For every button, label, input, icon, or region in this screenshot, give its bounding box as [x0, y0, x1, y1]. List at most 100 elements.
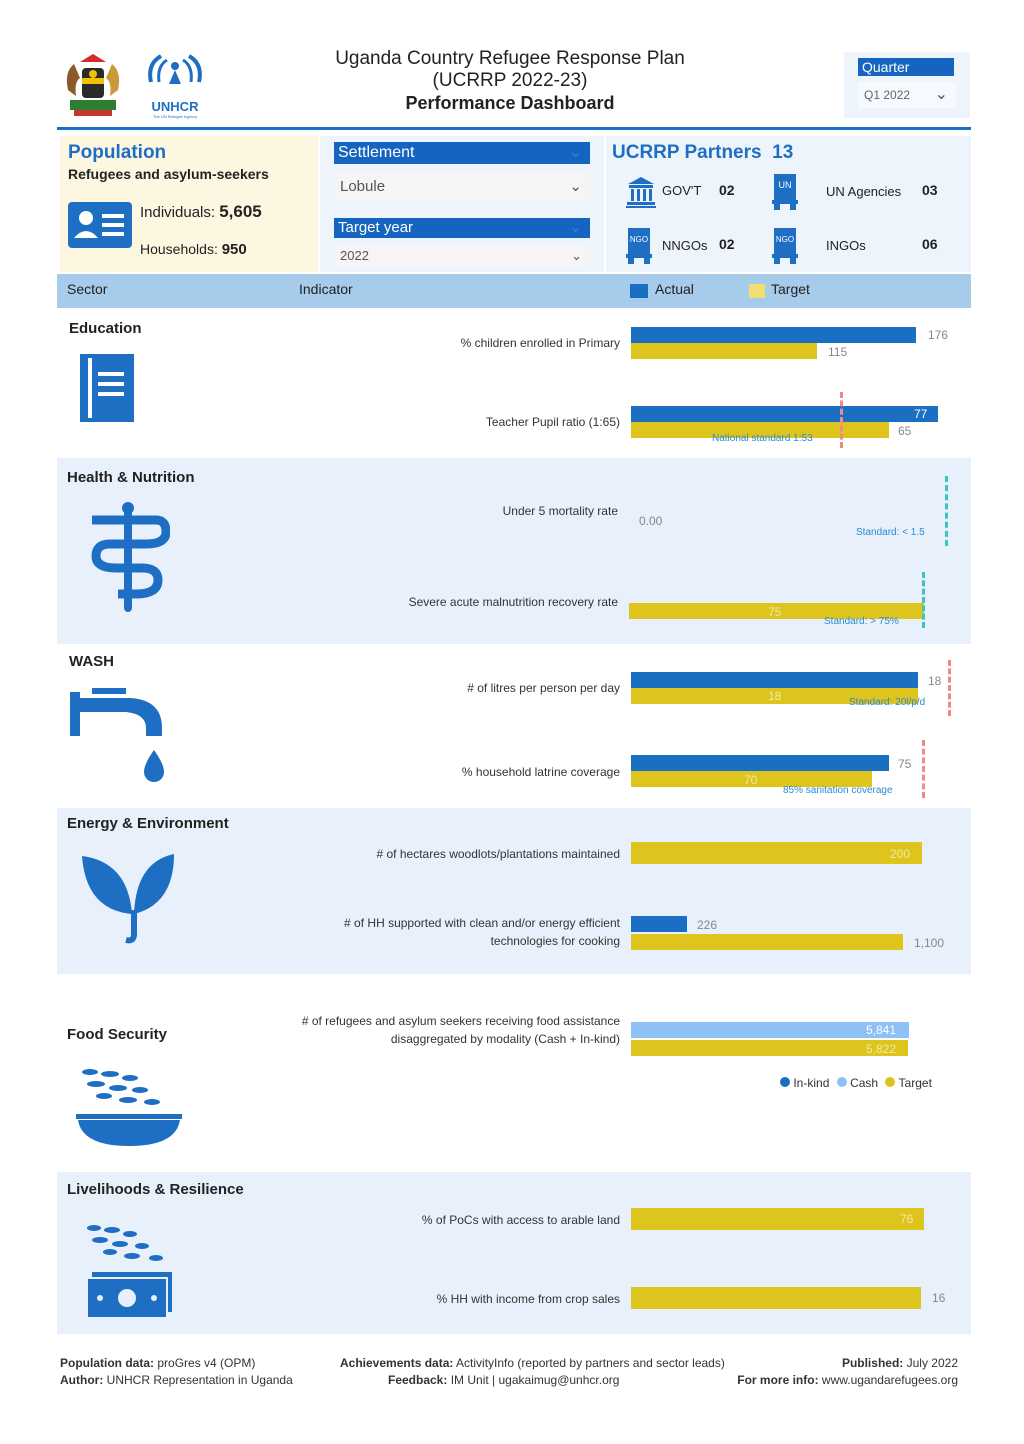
quarter-label: Quarter [858, 58, 954, 76]
more-info-label: For more info: [737, 1373, 819, 1387]
wash-title: WASH [69, 653, 114, 670]
feedback-label: Feedback: [388, 1373, 448, 1387]
target-bar [631, 1040, 908, 1056]
actual-value: 0.00 [639, 514, 663, 528]
standard-label: Standard: < 1.5 [856, 527, 925, 538]
standard-label: Standard: > 75% [824, 616, 899, 627]
header-divider [57, 127, 971, 130]
target-value: 18 [768, 689, 782, 703]
target-value: 70 [744, 773, 758, 787]
standard-line [922, 740, 925, 798]
chevron-down-icon: ⌄ [934, 86, 948, 103]
footer-right: Published: July 2022 For more info: www.… [737, 1356, 958, 1387]
target-value: 65 [898, 424, 912, 438]
target-bar [631, 1208, 924, 1230]
inkind-legend-dot [780, 1077, 790, 1087]
actual-value: 176 [928, 328, 949, 342]
chevron-down-icon: ⌄ [569, 178, 582, 195]
target-bar [631, 1287, 921, 1309]
settlement-dropdown[interactable]: Lobule ⌄ [334, 172, 590, 202]
energy-title: Energy & Environment [67, 815, 229, 832]
title-line-3: Performance Dashboard [405, 93, 615, 113]
households-row: Households: 950 [140, 241, 247, 258]
food-legend: In-kind Cash Target [780, 1076, 932, 1090]
indicator-label: % of PoCs with access to arable land [421, 1213, 620, 1227]
chevron-down-icon: ⌄ [571, 248, 582, 263]
indicator-label: # of HH supported with clean and/or ener… [290, 914, 620, 950]
standard-line [922, 572, 925, 628]
target-bar [631, 771, 872, 787]
actual-bar [631, 916, 687, 932]
standard-label: Standard: 20l/p/d [849, 697, 926, 708]
standard-line [948, 660, 951, 716]
indicator-label-line-2: technologies for cooking [490, 934, 620, 948]
quarter-slicer[interactable]: Quarter Q1 2022 ⌄ [844, 52, 970, 118]
target-bar [631, 842, 922, 864]
actual-bar [631, 327, 916, 343]
chevron-down-icon: ⌄ [568, 144, 582, 161]
health-title: Health & Nutrition [67, 469, 195, 486]
target-year-value: 2022 [340, 248, 369, 263]
cash-legend-label: Cash [850, 1076, 879, 1090]
id-card-icon [68, 202, 132, 248]
settlement-slicer[interactable]: Settlement ⌄ Lobule ⌄ [334, 142, 590, 202]
settlement-label: Settlement ⌄ [334, 142, 590, 164]
individuals-label: Individuals: [140, 204, 216, 221]
target-legend-dot [885, 1077, 896, 1087]
quarter-dropdown[interactable]: Q1 2022 ⌄ [858, 82, 956, 108]
author-label: Author: [60, 1373, 104, 1387]
target-legend-label: Target [771, 281, 810, 297]
indicator-label: % children enrolled in Primary [460, 336, 620, 350]
actual-legend-swatch [630, 284, 648, 298]
caduceus-icon [86, 502, 171, 617]
un-badge-text: UN [779, 180, 792, 190]
achievements-source-value: ActivityInfo (reported by partners and s… [456, 1356, 725, 1370]
un-agencies-value: 03 [922, 182, 938, 198]
sector-column-header: Sector [67, 281, 108, 297]
individuals-row: Individuals: 5,605 [140, 202, 262, 222]
more-info-link[interactable]: www.ugandarefugees.org [821, 1373, 958, 1387]
actual-value: 77 [914, 407, 928, 421]
food-section [57, 976, 971, 1170]
target-value: 16 [932, 1291, 946, 1305]
population-panel: Population Refugees and asylum-seekers I… [60, 136, 318, 272]
achievements-source-label: Achievements data: [340, 1356, 454, 1370]
indicator-label: Teacher Pupil ratio (1:65) [485, 415, 620, 429]
households-value: 950 [221, 241, 247, 258]
target-bar [631, 688, 918, 704]
chevron-down-icon: ⌄ [569, 219, 582, 236]
target-value: 200 [890, 847, 911, 861]
target-year-label: Target year ⌄ [334, 218, 590, 238]
indicator-label: % HH with income from crop sales [436, 1292, 620, 1306]
unhcr-logo-text: UNHCR [151, 99, 199, 114]
un-building-icon: UN [772, 174, 798, 215]
standard-line [840, 392, 843, 448]
ingo-label: INGOs [826, 238, 866, 253]
target-value: 75 [768, 605, 782, 619]
target-value: 1,100 [914, 936, 945, 950]
indicator-label-line-1: # of refugees and asylum seekers receivi… [301, 1014, 620, 1028]
published-value: July 2022 [906, 1356, 958, 1370]
feedback-value[interactable]: IM Unit | ugakaimug@unhcr.org [450, 1373, 620, 1387]
partners-title: UCRRP Partners [612, 142, 762, 163]
target-value: 5,822 [866, 1042, 897, 1056]
livelihoods-title: Livelihoods & Resilience [67, 1181, 244, 1198]
target-year-slicer[interactable]: Target year ⌄ 2022 ⌄ [334, 218, 590, 268]
target-year-dropdown[interactable]: 2022 ⌄ [334, 244, 590, 268]
indicator-label-line-2: disaggregated by modality (Cash + In-kin… [390, 1032, 620, 1046]
title-line-1: Uganda Country Refugee Response Plan [335, 48, 685, 69]
ngo-badge-text: NGO [630, 235, 648, 244]
food-bowl-icon [76, 1064, 182, 1153]
uganda-coat-of-arms-logo [60, 52, 126, 118]
actual-bar [631, 406, 938, 422]
water-tap-icon [70, 688, 166, 789]
settlement-value: Lobule [340, 178, 386, 195]
title-line-2: (UCRRP 2022-23) [432, 70, 588, 91]
crop-money-icon [84, 1222, 176, 1323]
standard-label: National standard 1:53 [712, 433, 813, 444]
indicator-label: Severe acute malnutrition recovery rate [408, 595, 618, 609]
govt-value: 02 [719, 182, 735, 198]
footer-left: Population data: proGres v4 (OPM) Author… [60, 1356, 293, 1387]
partners-panel: UCRRP Partners 13 GOV'T 02 UN UN Agencie… [606, 136, 971, 272]
food-title: Food Security [67, 1026, 168, 1043]
